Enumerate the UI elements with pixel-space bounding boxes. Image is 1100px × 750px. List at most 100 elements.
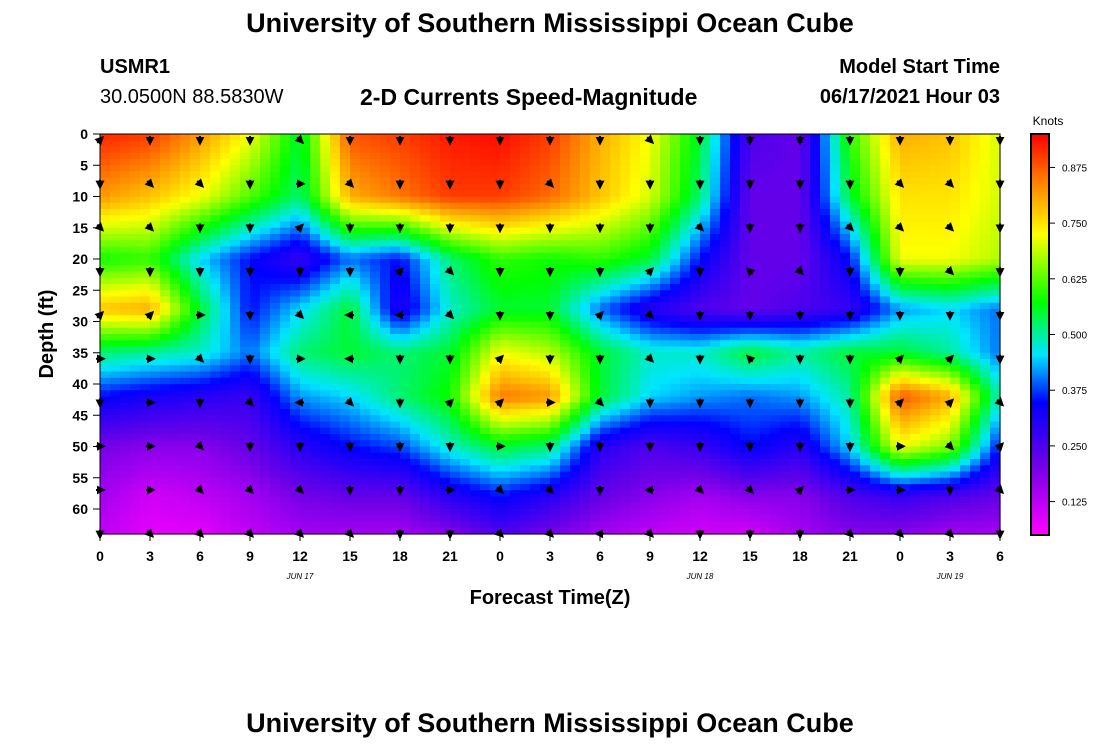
heatmap-cell [460,190,471,198]
heatmap-cell [820,284,831,291]
heatmap-cell [660,177,671,185]
heatmap-cell [890,390,901,398]
heatmap-cell [910,302,921,310]
heatmap-cell [230,140,241,148]
heatmap-cell [710,434,721,441]
heatmap-cell [120,234,131,241]
heatmap-cell [210,152,221,160]
heatmap-cell [260,146,271,154]
heatmap-cell [640,140,651,148]
heatmap-cell [120,277,131,285]
heatmap-cell [550,152,561,160]
heatmap-cell [470,184,481,191]
heatmap-cell [490,340,501,348]
heatmap-cell [920,452,931,460]
heatmap-cell [140,421,151,429]
heatmap-cell [620,234,631,241]
heatmap-cell [840,159,851,166]
heatmap-cell [280,371,291,379]
heatmap-cell [520,415,531,423]
heatmap-cell [280,290,291,298]
heatmap-cell [430,227,441,235]
heatmap-cell [340,315,351,323]
heatmap-cell [530,234,541,241]
heatmap-cell [530,409,541,416]
heatmap-cell [690,234,701,241]
heatmap-cell [290,284,301,291]
heatmap-cell [600,352,611,360]
heatmap-cell [880,271,891,279]
heatmap-cell [540,377,551,385]
heatmap-cell [800,465,811,473]
heatmap-cell [820,134,831,141]
heatmap-cell [110,152,121,160]
heatmap-cell [520,302,531,310]
heatmap-cell [910,452,921,460]
heatmap-cell [150,134,161,141]
heatmap-cell [730,171,741,179]
heatmap-cell [550,427,561,435]
heatmap-cell [650,184,661,191]
heatmap-cell [100,465,111,473]
heatmap-cell [180,459,191,466]
heatmap-cell [300,365,311,373]
heatmap-cell [260,321,271,329]
heatmap-cell [870,471,881,479]
heatmap-cell [420,265,431,273]
heatmap-cell [850,421,861,429]
heatmap-cell [320,390,331,398]
heatmap-cell [830,434,841,441]
heatmap-cell [250,434,261,441]
heatmap-cell [210,396,221,404]
heatmap-cell [470,277,481,285]
heatmap-cell [220,409,231,416]
heatmap-cell [290,334,301,341]
heatmap-cell [110,421,121,429]
heatmap-cell [670,315,681,323]
heatmap-cell [630,396,641,404]
heatmap-cell [850,409,861,416]
heatmap-cell [840,184,851,191]
heatmap-cell [710,177,721,185]
heatmap-cell [490,184,501,191]
heatmap-cell [870,327,881,335]
heatmap-cell [550,246,561,254]
heatmap-cell [620,221,631,229]
heatmap-cell [460,371,471,379]
heatmap-cell [170,209,181,216]
heatmap-cell [280,421,291,429]
heatmap-cell [860,421,871,429]
heatmap-cell [430,327,441,335]
heatmap-cell [640,402,651,410]
heatmap-cell [500,384,511,391]
heatmap-cell [670,159,681,166]
heatmap-cell [660,352,671,360]
heatmap-cell [540,346,551,354]
heatmap-cell [970,452,981,460]
heatmap-cell [900,259,911,266]
heatmap-cell [750,240,761,248]
heatmap-cell [550,202,561,210]
heatmap-cell [270,471,281,479]
heatmap-cell [300,271,311,279]
heatmap-cell [180,196,191,204]
heatmap-cell [990,302,1001,310]
heatmap-cell [810,340,821,348]
heatmap-cell [430,215,441,223]
heatmap-cell [500,402,511,410]
heatmap-cell [510,340,521,348]
heatmap-cell [830,234,841,241]
heatmap-cell [560,390,571,398]
heatmap-cell [540,265,551,273]
heatmap-cell [330,146,341,154]
heatmap-cell [540,421,551,429]
heatmap-cell [980,296,991,304]
heatmap-cell [660,265,671,273]
heatmap-cell [700,234,711,241]
heatmap-cell [760,365,771,373]
heatmap-cell [710,327,721,335]
heatmap-cell [130,271,141,279]
heatmap-cell [820,290,831,298]
heatmap-cell [250,384,261,391]
heatmap-cell [840,196,851,204]
